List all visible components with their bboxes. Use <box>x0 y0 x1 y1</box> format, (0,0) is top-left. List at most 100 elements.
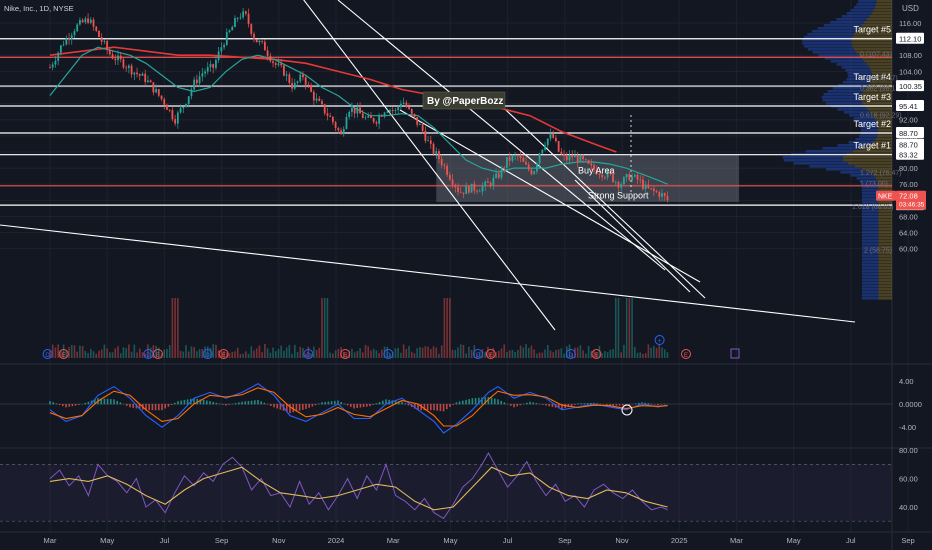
level-price-tag[interactable] <box>896 99 924 111</box>
volume-bar <box>294 344 296 358</box>
trendline[interactable] <box>0 224 856 323</box>
candle-body <box>166 104 168 110</box>
dividend-marker-icon[interactable] <box>473 349 483 359</box>
volume-profile-bar <box>824 57 862 60</box>
earnings-marker-icon[interactable] <box>58 349 69 359</box>
trendline[interactable] <box>574 179 691 293</box>
rsi-band <box>0 464 892 522</box>
volume-profile-bar <box>803 36 853 39</box>
symbol-title: Nike, Inc., 1D, NYSE <box>4 4 74 13</box>
candle-body <box>650 188 653 189</box>
candle-body <box>152 82 155 93</box>
time-axis-label: May <box>787 536 801 545</box>
macd-histogram-bar <box>52 402 54 405</box>
price-axis[interactable]: 116.00112.00108.00104.00100.0096.0092.00… <box>876 19 926 254</box>
volume-profile-bar <box>862 237 879 240</box>
macd-histogram-bar <box>602 404 605 405</box>
macd-histogram-bar <box>110 399 112 405</box>
volume-bar <box>549 350 552 358</box>
target-label: Target #1 <box>853 141 891 151</box>
earnings-marker-icon[interactable] <box>591 349 602 359</box>
candle-body <box>179 108 182 113</box>
trendline[interactable] <box>337 0 666 271</box>
earnings-marker-icon[interactable] <box>218 349 229 359</box>
candle-body <box>49 67 51 69</box>
trendline[interactable] <box>300 0 556 331</box>
split-marker-icon[interactable] <box>654 335 665 345</box>
dividend-marker-icon[interactable] <box>42 349 53 359</box>
macd-histogram-bar <box>228 404 230 405</box>
candle-body <box>538 153 541 164</box>
trendline[interactable] <box>399 109 701 283</box>
macd-histogram-bar <box>359 404 362 408</box>
candle-body <box>467 186 470 193</box>
candle-body <box>519 156 522 159</box>
dividend-marker-icon[interactable] <box>383 349 394 359</box>
level-price-tag[interactable] <box>896 148 924 160</box>
volume-bar <box>155 345 157 358</box>
trendlines[interactable] <box>0 0 856 331</box>
level-price-tag[interactable] <box>896 127 924 139</box>
earnings-marker-icon[interactable] <box>340 349 351 359</box>
volume-bar <box>614 298 617 358</box>
macd-histogram-bar <box>362 404 365 408</box>
candle-body <box>269 55 272 62</box>
candle-body <box>323 104 326 114</box>
macd-histogram-bar <box>106 398 109 405</box>
volume-bar <box>79 345 81 358</box>
volume-bar <box>590 350 593 358</box>
volume-profile-bar <box>862 258 879 261</box>
macd-histogram-bar <box>337 400 339 405</box>
volume-profile-bar <box>862 252 879 255</box>
candle-body <box>628 174 631 181</box>
time-axis[interactable]: Mar May Jul Sep Nov 2024 Mar May Jul Sep Nov 2025 Ma… <box>44 536 915 545</box>
dividend-marker-icon[interactable] <box>565 349 576 359</box>
candle-body <box>307 84 310 86</box>
macd-histogram-bar <box>497 399 499 405</box>
macd-histogram-bar <box>135 404 138 409</box>
earnings-marker-icon[interactable] <box>681 349 691 359</box>
macd-histogram-bar <box>622 404 624 406</box>
volume-bar <box>506 351 508 358</box>
future-event-icon[interactable] <box>730 348 740 359</box>
dividend-marker-icon[interactable] <box>202 349 213 359</box>
level-price-tag[interactable] <box>896 32 924 44</box>
macd-histogram-bar <box>503 402 506 405</box>
earnings-marker-icon[interactable] <box>153 349 163 359</box>
candle-body <box>593 165 595 170</box>
macd-histogram-bar <box>484 397 486 405</box>
candle-body <box>187 96 190 104</box>
volume-profile-bar <box>862 273 879 276</box>
volume-bar <box>228 353 231 358</box>
target-label: Target #2 <box>853 119 891 129</box>
candle-body <box>364 117 367 119</box>
macd-histogram-bar <box>138 404 141 410</box>
macd-histogram-bar <box>263 402 266 405</box>
volume-bar <box>367 346 370 358</box>
event-markers[interactable]: D D D D D D DE E E E E E E+ <box>42 335 740 360</box>
volume-profile-bar <box>862 279 879 282</box>
candle-body <box>176 112 179 124</box>
macd-histogram-bar <box>615 404 618 406</box>
volume-profile-bar <box>878 261 892 264</box>
dividend-marker-icon[interactable] <box>303 349 314 359</box>
earnings-marker-icon[interactable] <box>485 349 496 359</box>
candle-body <box>549 134 552 139</box>
macd-histogram-bar <box>87 401 90 405</box>
volume-profile-bar <box>874 6 892 9</box>
volume-bar <box>304 353 307 358</box>
macd-histogram-bar <box>100 398 102 405</box>
level-price-tag[interactable] <box>896 138 924 150</box>
volume-bar <box>149 347 152 358</box>
level-price-tag[interactable] <box>896 80 924 92</box>
macd-histogram-bar <box>199 399 202 405</box>
current-price-tag[interactable] <box>896 190 926 210</box>
dividend-marker-glyph: D <box>306 353 311 359</box>
volume-bar <box>495 352 497 358</box>
volume-bar <box>190 346 193 358</box>
volume-bar <box>329 352 331 358</box>
macd-histogram-bar <box>170 404 173 405</box>
candle-body <box>315 98 318 101</box>
dividend-marker-icon[interactable] <box>143 349 154 359</box>
